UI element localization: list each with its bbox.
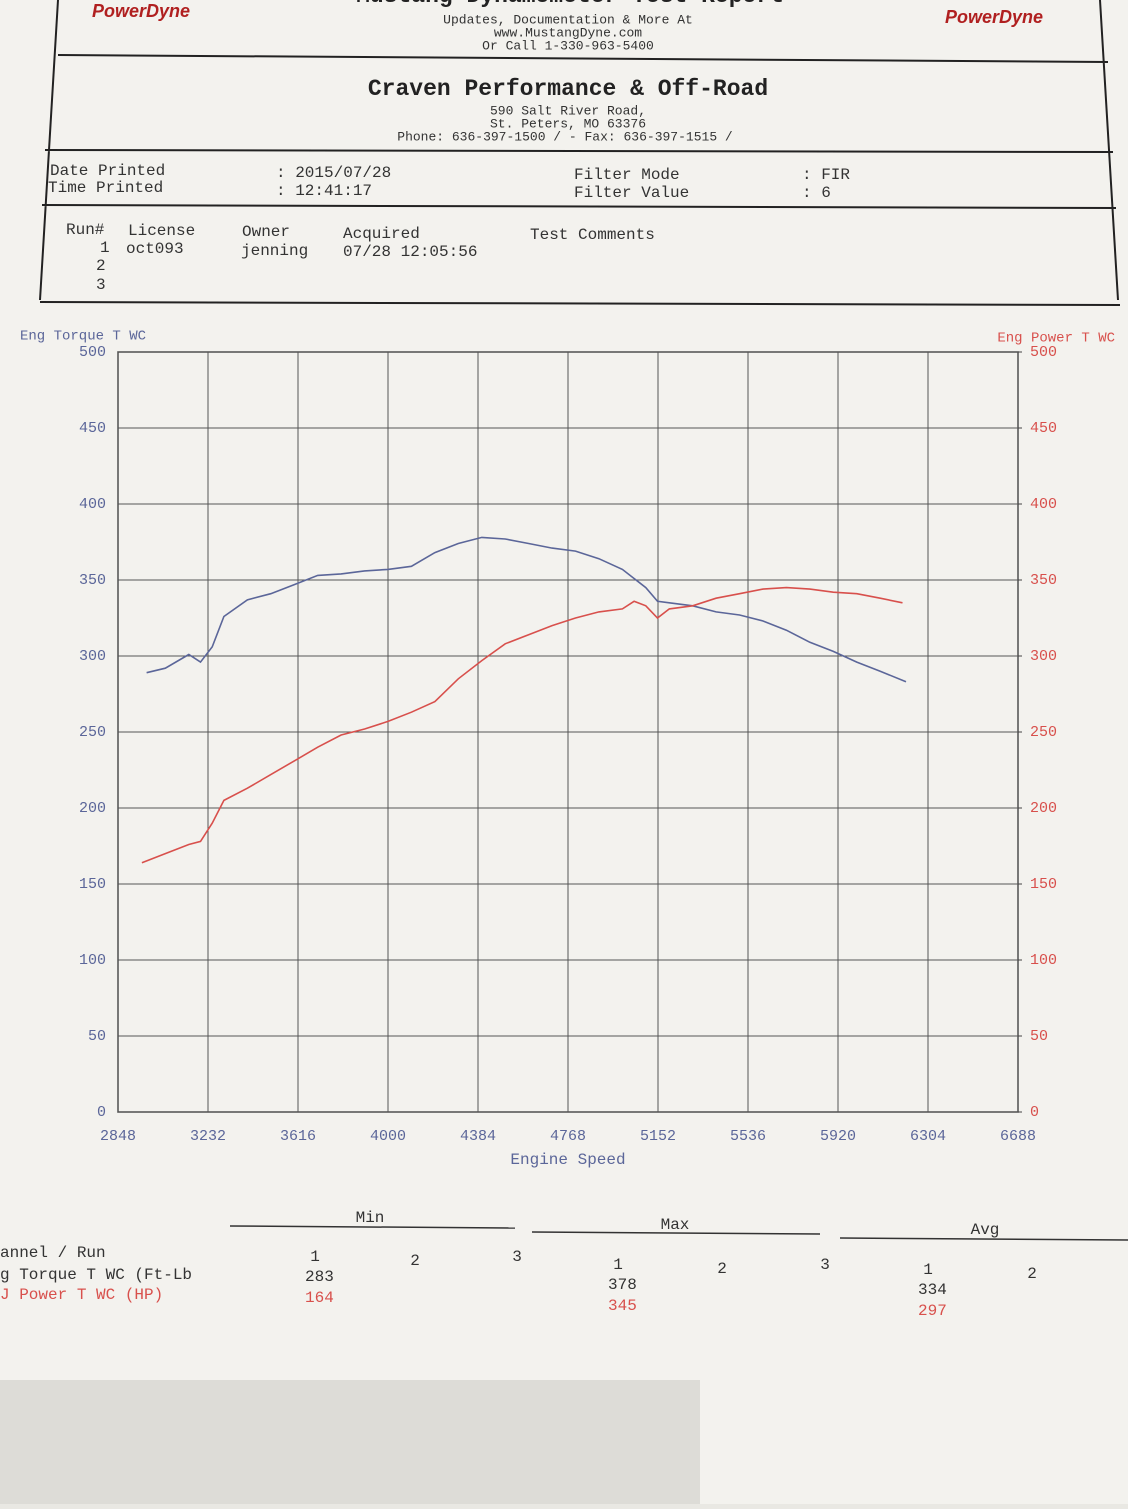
- y-tick-label: 300: [79, 648, 106, 665]
- run-header: Test Comments: [530, 226, 655, 244]
- group-header: Max: [661, 1216, 690, 1234]
- run-column: 2: [410, 1252, 420, 1270]
- group-rule: [531, 1231, 821, 1235]
- channel-name: g Torque T WC (Ft-Lb: [0, 1266, 192, 1284]
- summary-value: 283: [305, 1268, 334, 1286]
- shadow: [0, 1380, 700, 1504]
- header-line: Or Call 1-330-963-5400: [482, 38, 654, 53]
- info-value: : 12:41:17: [276, 182, 372, 200]
- run-number: 3: [96, 276, 106, 294]
- shop-phone: Phone: 636-397-1500 / - Fax: 636-397-151…: [397, 129, 733, 144]
- info-label: Time Printed: [48, 179, 163, 197]
- channel-header: annel / Run: [0, 1244, 106, 1262]
- run-header: Acquired: [343, 225, 420, 243]
- info-label: Date Printed: [50, 162, 165, 180]
- summary-value: 378: [608, 1276, 637, 1294]
- group-header: Avg: [971, 1221, 1000, 1239]
- y2-tick-label: 350: [1030, 572, 1057, 589]
- channel-name: J Power T WC (HP): [0, 1286, 163, 1304]
- y2-tick-label: 100: [1030, 952, 1057, 969]
- y2-tick-label: 0: [1030, 1104, 1039, 1121]
- summary-value: 164: [305, 1289, 334, 1307]
- y-tick-label: 250: [79, 724, 106, 741]
- x-tick-label: 5920: [820, 1128, 856, 1145]
- summary-value: 334: [918, 1281, 947, 1299]
- y-tick-label: 150: [79, 876, 106, 893]
- y-tick-label: 400: [79, 496, 106, 513]
- y2-tick-label: 200: [1030, 800, 1057, 817]
- run-owner: jenning: [241, 242, 308, 260]
- y2-tick-label: 500: [1030, 344, 1057, 361]
- header-line: www.MustangDyne.com: [494, 25, 642, 40]
- y-tick-label: 200: [79, 800, 106, 817]
- info-label: Filter Mode: [574, 166, 680, 184]
- y2-tick-label: 400: [1030, 496, 1057, 513]
- y-tick-label: 100: [79, 952, 106, 969]
- run-column: 2: [1027, 1265, 1037, 1283]
- x-tick-label: 3232: [190, 1128, 226, 1145]
- x-tick-label: 3616: [280, 1128, 316, 1145]
- y2-axis-label: Eng Power T WC: [997, 331, 1115, 347]
- summary-table: annel / Run Min 1 2 3 283 164 Max 1 2 3 378 345 Avg 1 2…: [0, 1209, 1128, 1320]
- logo: PowerDyne: [92, 1, 190, 21]
- y2-tick-label: 50: [1030, 1028, 1048, 1045]
- run-number: 2: [96, 257, 106, 275]
- x-tick-label: 2848: [100, 1128, 136, 1145]
- x-tick-label: 4768: [550, 1128, 586, 1145]
- shop-address: St. Peters, MO 63376: [490, 116, 646, 131]
- y-tick-label: 500: [79, 344, 106, 361]
- group-rule: [839, 1237, 1128, 1241]
- run-column: 1: [310, 1248, 320, 1266]
- run-column: 1: [613, 1256, 623, 1274]
- group-header: Min: [356, 1209, 385, 1227]
- series-line: [146, 536, 907, 683]
- y-tick-label: 50: [88, 1028, 106, 1045]
- x-tick-label: 5536: [730, 1128, 766, 1145]
- info-value: : 6: [802, 184, 831, 202]
- x-tick-label: 6304: [910, 1128, 946, 1145]
- y-tick-label: 0: [97, 1104, 106, 1121]
- group-rule: [229, 1225, 516, 1229]
- summary-value: 297: [918, 1302, 947, 1320]
- x-tick-label: 5152: [640, 1128, 676, 1145]
- shop-name: Craven Performance & Off-Road: [368, 76, 768, 102]
- y-axis-label: Eng Torque T WC: [20, 329, 146, 345]
- run-column: 2: [717, 1260, 727, 1278]
- x-tick-label: 4000: [370, 1128, 406, 1145]
- summary-value: 345: [608, 1297, 637, 1315]
- logo: PowerDyne: [945, 7, 1043, 27]
- header-line: Updates, Documentation & More At: [443, 12, 693, 27]
- report-title: Mustang Dynamometer Test Report: [356, 0, 784, 9]
- y2-tick-label: 250: [1030, 724, 1057, 741]
- run-column: 1: [923, 1261, 933, 1279]
- info-label: Filter Value: [574, 184, 689, 202]
- frame-lines: [39, 0, 1121, 306]
- shop-address: 590 Salt River Road,: [490, 103, 646, 118]
- series-line: [141, 586, 903, 864]
- y-tick-label: 450: [79, 420, 106, 437]
- run-header: License: [128, 222, 195, 240]
- y2-tick-label: 150: [1030, 876, 1057, 893]
- info-value: : 2015/07/28: [276, 164, 391, 182]
- run-header: Run#: [66, 221, 105, 239]
- run-header: Owner: [242, 223, 290, 241]
- x-tick-label: 6688: [1000, 1128, 1036, 1145]
- run-license: oct093: [126, 240, 184, 258]
- info-value: : FIR: [802, 166, 850, 184]
- x-tick-label: 4384: [460, 1128, 496, 1145]
- run-number: 1: [100, 239, 110, 257]
- y-tick-label: 350: [79, 572, 106, 589]
- run-column: 3: [820, 1256, 830, 1274]
- chart: 2848 3232 3616 4000 4384 4768 5152 5536 5920 6304…: [20, 329, 1115, 1170]
- run-acquired: 07/28 12:05:56: [343, 243, 477, 261]
- x-axis-label: Engine Speed: [510, 1151, 625, 1169]
- run-column: 3: [512, 1248, 522, 1266]
- y2-tick-label: 300: [1030, 648, 1057, 665]
- y2-tick-label: 450: [1030, 420, 1057, 437]
